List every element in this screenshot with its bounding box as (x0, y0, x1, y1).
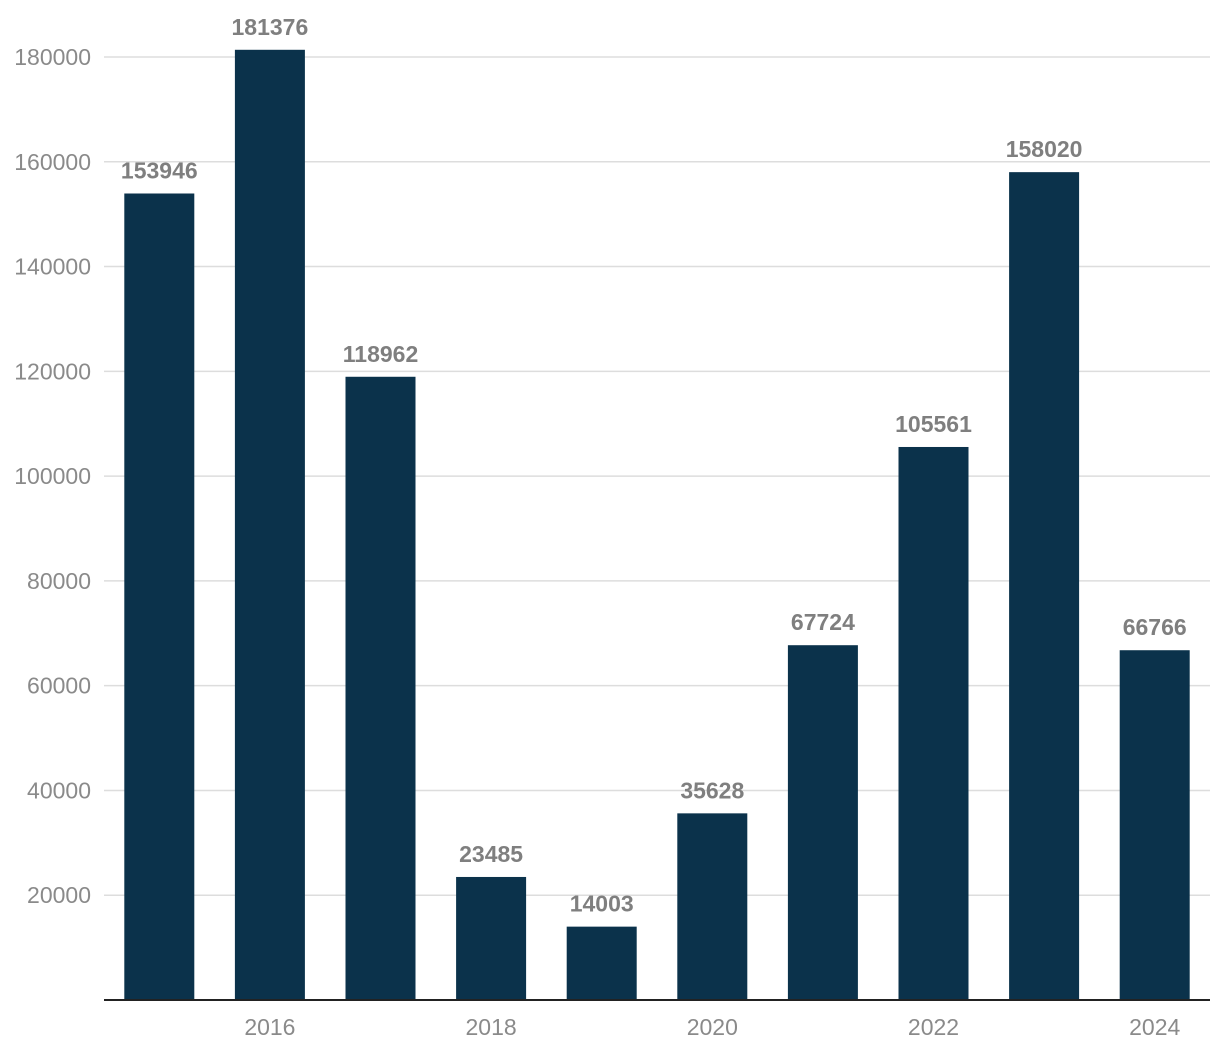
bar-2021 (787, 645, 858, 1000)
x-tick-label-2020: 2020 (687, 1014, 738, 1040)
axes: 20000 40000 60000 80000 100000 120000 140000 16… (14, 44, 1210, 1040)
data-label-2021: 67724 (791, 609, 855, 635)
bar-2018 (456, 876, 527, 1000)
y-tick-label-120000: 120000 (14, 358, 91, 384)
y-tick-label-100000: 100000 (14, 463, 91, 489)
bar-2016 (234, 49, 305, 1001)
data-label-2015: 153946 (121, 157, 198, 183)
data-label-2019: 14003 (570, 891, 634, 917)
data-label-2022: 105561 (895, 411, 972, 437)
bar-2023 (1009, 172, 1080, 1001)
data-label-2023: 158020 (1006, 136, 1083, 162)
data-label-2018: 23485 (459, 841, 523, 867)
y-tick-label-140000: 140000 (14, 254, 91, 280)
x-tick-label-2016: 2016 (244, 1014, 295, 1040)
data-label-2017: 118962 (343, 341, 418, 367)
x-tick-label-2022: 2022 (908, 1014, 959, 1040)
y-tick-label-20000: 20000 (27, 882, 91, 908)
data-label-2020: 35628 (680, 777, 744, 803)
data-label-2024: 66766 (1123, 614, 1187, 640)
bars (124, 49, 1190, 1001)
y-tick-label-40000: 40000 (27, 777, 91, 803)
x-tick-label-2018: 2018 (466, 1014, 517, 1040)
bar-2019 (566, 926, 637, 1000)
x-tick-label-2024: 2024 (1129, 1014, 1180, 1040)
bar-2020 (677, 813, 748, 1000)
y-tick-label-180000: 180000 (14, 44, 91, 70)
y-tick-label-80000: 80000 (27, 568, 91, 594)
bar-2015 (124, 193, 195, 1000)
data-labels: 153946 181376 118962 23485 14003 35628 67724 10… (121, 14, 1187, 917)
y-tick-label-160000: 160000 (14, 149, 91, 175)
bar-2022 (898, 446, 969, 1000)
bar-2024 (1119, 650, 1190, 1000)
y-tick-label-60000: 60000 (27, 673, 91, 699)
data-label-2016: 181376 (232, 14, 309, 40)
bar-2017 (345, 376, 416, 1000)
